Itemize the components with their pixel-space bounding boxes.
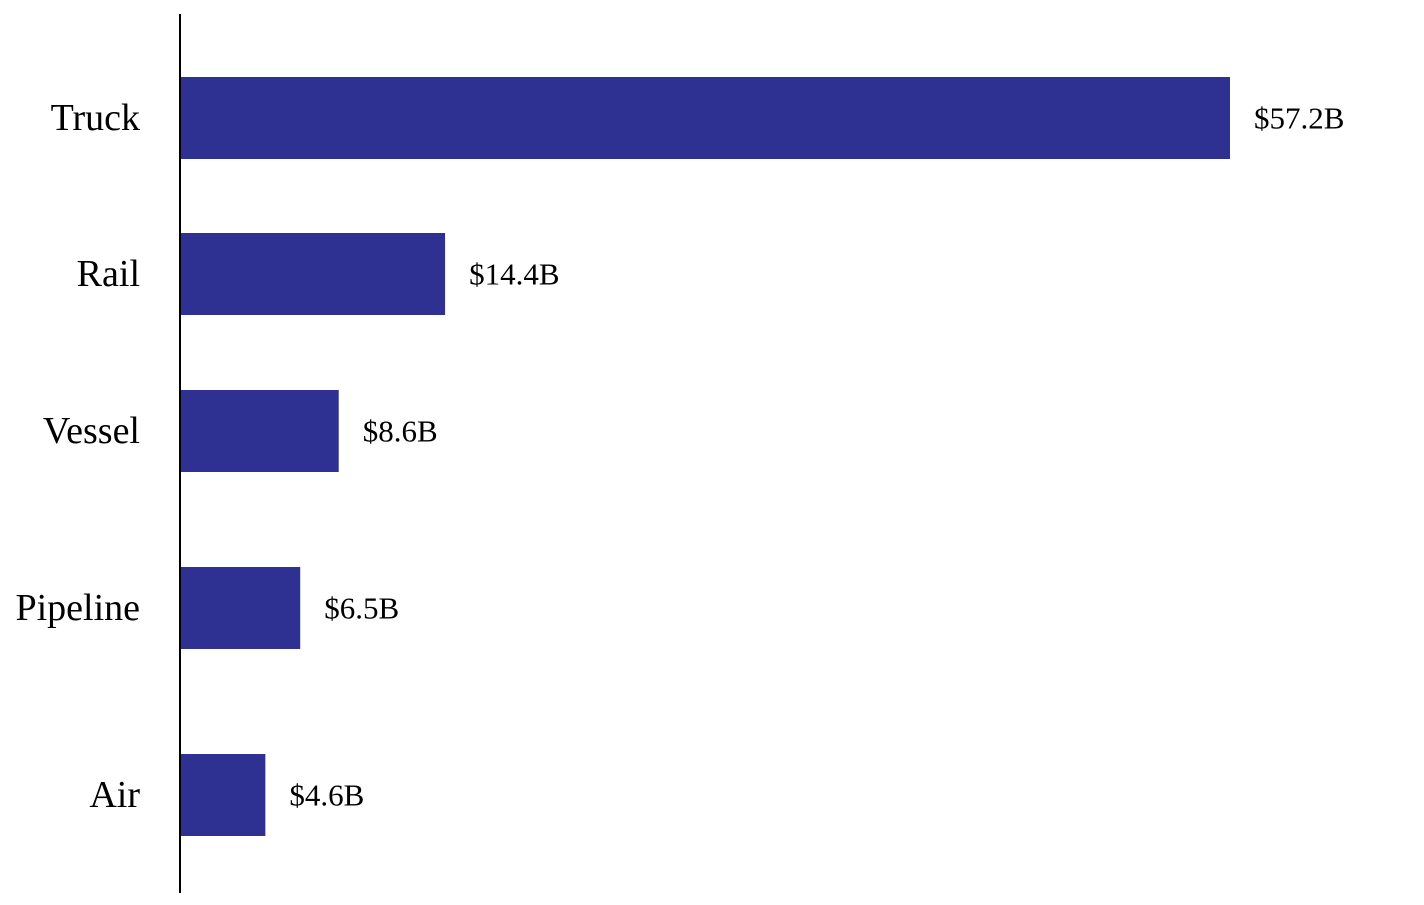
value-label-truck: $57.2B <box>1254 101 1344 136</box>
bar-truck <box>181 77 1230 159</box>
category-labels-group: Truck Rail Vessel Pipeline Air <box>15 97 140 816</box>
category-label-vessel: Vessel <box>43 410 140 452</box>
bar-rail <box>181 233 446 315</box>
value-label-pipeline: $6.5B <box>324 591 399 626</box>
bar-pipeline <box>181 567 301 649</box>
value-label-rail: $14.4B <box>469 257 559 292</box>
value-labels-group: $57.2B $14.4B $8.6B $6.5B $4.6B <box>289 101 1344 813</box>
value-label-vessel: $8.6B <box>363 414 438 449</box>
bar-air <box>181 754 266 836</box>
category-label-pipeline: Pipeline <box>15 587 140 629</box>
bars-group <box>181 77 1230 836</box>
category-label-air: Air <box>89 774 140 816</box>
category-label-truck: Truck <box>51 97 140 139</box>
value-label-air: $4.6B <box>289 778 364 813</box>
bar-vessel <box>181 390 339 472</box>
category-label-rail: Rail <box>77 253 140 295</box>
